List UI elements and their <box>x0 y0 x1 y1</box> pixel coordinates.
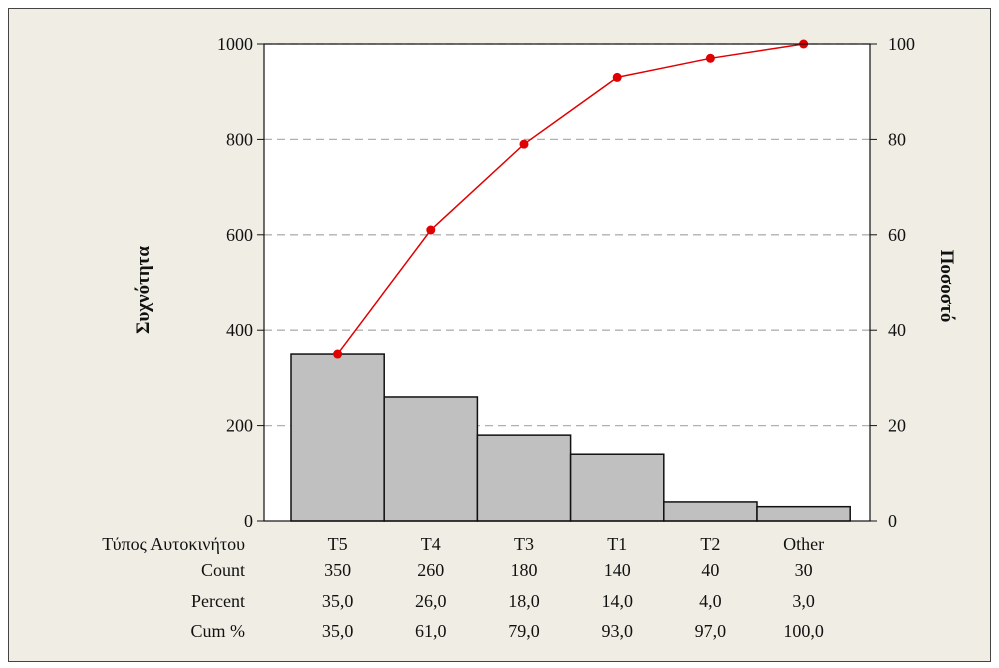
y-tick-label: 400 <box>226 320 253 340</box>
table-row-label: Count <box>201 560 245 580</box>
y-tick-label: 200 <box>226 416 253 436</box>
table-cell: 3,0 <box>792 591 815 611</box>
y2-tick-label: 20 <box>888 416 906 436</box>
table-cell: 14,0 <box>601 591 633 611</box>
table-cell: 26,0 <box>415 591 447 611</box>
table-cell: 61,0 <box>415 621 447 641</box>
cumulative-point <box>519 139 529 149</box>
bar <box>290 353 385 522</box>
y2-tick-label: 0 <box>888 511 897 531</box>
table-cell: 100,0 <box>783 621 824 641</box>
table-row-label: Cum % <box>190 621 245 641</box>
y2-tick-label: 40 <box>888 320 906 340</box>
cumulative-point <box>426 225 436 235</box>
table-cell: 79,0 <box>508 621 540 641</box>
plot-frame <box>263 43 871 522</box>
y2-axis-label: Ποσοστό <box>936 250 957 323</box>
y2-tick-label: 80 <box>888 129 906 149</box>
bar <box>663 501 758 522</box>
bar <box>756 505 851 522</box>
table-header-label: Τύπος Αυτοκινήτου <box>102 534 245 554</box>
x-tick-label: Other <box>783 534 824 554</box>
x-tick-label: T1 <box>607 534 627 554</box>
x-tick-label: T2 <box>700 534 720 554</box>
table-cell: 30 <box>795 560 813 580</box>
y-tick-label: 1000 <box>217 34 253 54</box>
table-cell: 93,0 <box>601 621 633 641</box>
x-tick-label: T3 <box>514 534 534 554</box>
table-cell: 4,0 <box>699 591 722 611</box>
table-cell: 40 <box>701 560 719 580</box>
x-tick-label: T4 <box>421 534 441 554</box>
bar <box>476 434 572 522</box>
table-cell: 350 <box>324 560 351 580</box>
y-tick-label: 0 <box>244 511 253 531</box>
table-row-label: Percent <box>191 591 245 611</box>
cumulative-point <box>333 349 343 359</box>
y-tick-label: 600 <box>226 225 253 245</box>
table-cell: 35,0 <box>322 621 354 641</box>
bar <box>569 453 665 522</box>
y2-tick-label: 60 <box>888 225 906 245</box>
cumulative-point <box>705 53 715 63</box>
table-cell: 97,0 <box>695 621 727 641</box>
cumulative-line <box>337 43 804 355</box>
y-axis-label: Συχνότητα <box>133 246 154 334</box>
table-cell: 180 <box>511 560 538 580</box>
bar <box>383 396 479 522</box>
table-cell: 140 <box>604 560 631 580</box>
table-cell: 260 <box>417 560 444 580</box>
y-tick-label: 800 <box>226 129 253 149</box>
y2-tick-label: 100 <box>888 34 915 54</box>
x-tick-label: T5 <box>328 534 348 554</box>
cumulative-point <box>612 72 622 82</box>
table-cell: 35,0 <box>322 591 354 611</box>
table-cell: 18,0 <box>508 591 540 611</box>
